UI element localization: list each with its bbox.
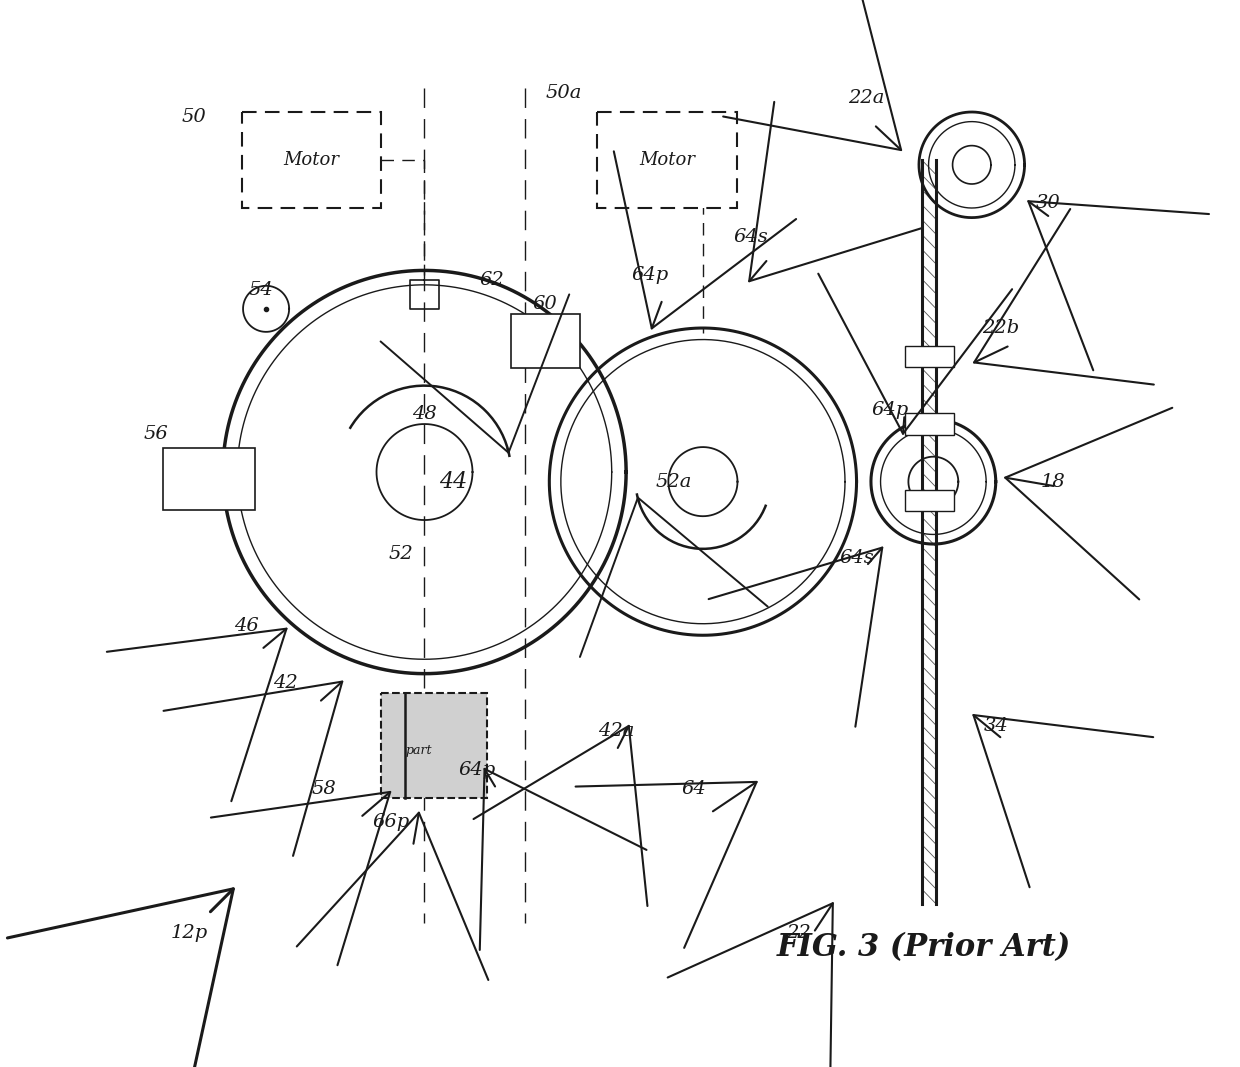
Text: Motor: Motor [639, 152, 694, 169]
Text: 34: 34 [983, 717, 1008, 735]
Text: 42a: 42a [599, 722, 635, 740]
Text: 56: 56 [144, 425, 169, 443]
Text: 50: 50 [182, 108, 206, 126]
Bar [904, 347, 954, 367]
Bar [904, 490, 954, 511]
Text: 18: 18 [1042, 473, 1065, 491]
Bar [381, 692, 487, 798]
Text: 64: 64 [681, 780, 706, 798]
Text: 22a: 22a [848, 89, 884, 107]
Bar [904, 414, 954, 434]
Bar [511, 314, 580, 368]
Text: Motor: Motor [284, 152, 340, 169]
Polygon shape [549, 328, 857, 635]
Text: 22: 22 [786, 924, 811, 942]
Text: 60: 60 [532, 294, 557, 313]
Polygon shape [919, 112, 1024, 218]
Text: 50a: 50a [546, 84, 582, 101]
Polygon shape [432, 708, 458, 736]
Text: 42: 42 [273, 674, 298, 692]
Polygon shape [909, 457, 959, 507]
Polygon shape [377, 424, 472, 520]
Text: 22b: 22b [982, 319, 1019, 337]
Text: 64p: 64p [459, 761, 496, 779]
Text: 46: 46 [234, 617, 259, 635]
Text: 52: 52 [388, 544, 413, 562]
Polygon shape [952, 145, 991, 184]
Polygon shape [870, 419, 996, 544]
Text: 64p: 64p [872, 400, 909, 418]
Text: 66p: 66p [372, 813, 409, 831]
Text: part: part [405, 745, 432, 758]
Text: 48: 48 [412, 405, 436, 424]
Text: 58: 58 [311, 780, 336, 798]
Text: 12p: 12p [171, 924, 208, 942]
Text: 54: 54 [249, 281, 274, 299]
Text: 30: 30 [1037, 194, 1061, 212]
Bar [598, 112, 737, 208]
Text: FIG. 3 (Prior Art): FIG. 3 (Prior Art) [776, 931, 1071, 962]
Text: 62: 62 [480, 271, 505, 289]
Bar [242, 112, 381, 208]
Polygon shape [223, 270, 626, 673]
Text: 52a: 52a [656, 473, 692, 491]
Text: 64s: 64s [734, 228, 769, 245]
Polygon shape [243, 286, 289, 332]
Text: 64s: 64s [839, 550, 874, 568]
Polygon shape [668, 447, 738, 516]
Text: 64p: 64p [631, 267, 668, 284]
Text: 44: 44 [439, 471, 467, 493]
Bar [164, 448, 254, 510]
